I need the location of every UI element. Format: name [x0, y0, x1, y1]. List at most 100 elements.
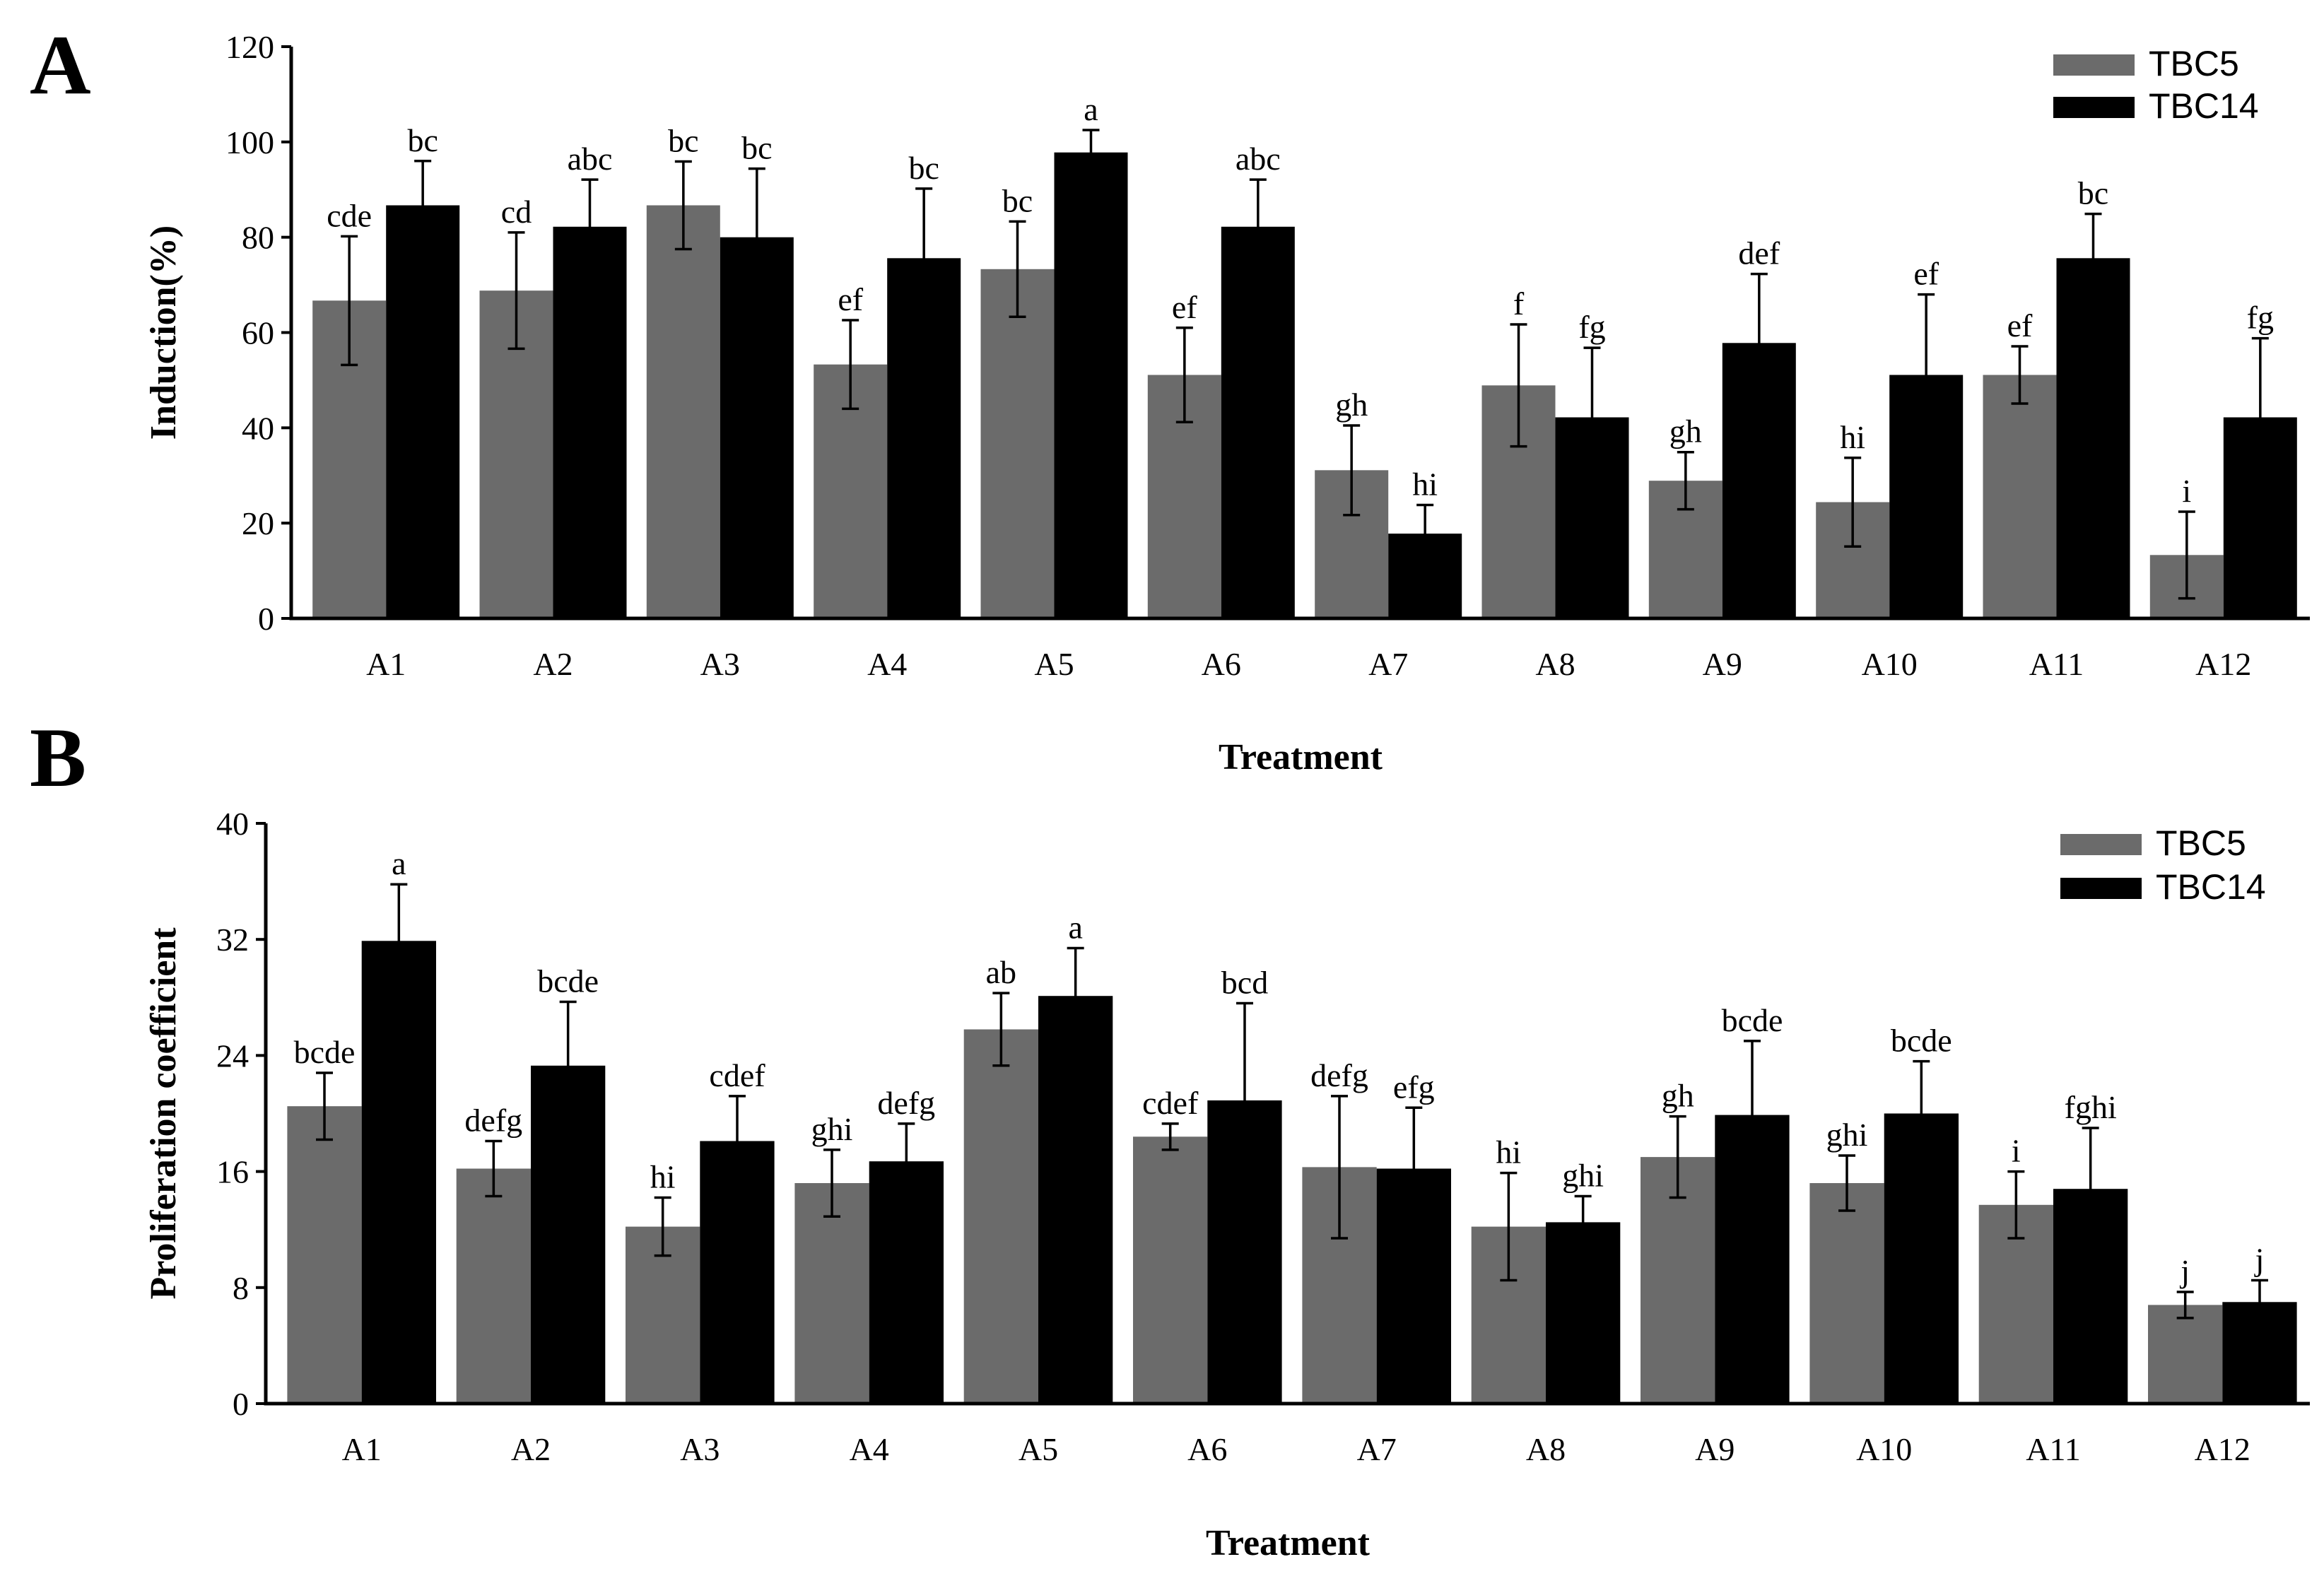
- error-bar-tbc14-a6: [1236, 1001, 1253, 1199]
- error-bar-tbc5-a11: [2011, 345, 2029, 405]
- x-tick-label: A2: [533, 646, 573, 682]
- significance-label: cd: [501, 194, 532, 230]
- y-tick-label: 40: [242, 410, 274, 446]
- error-bar-tbc14-a8: [1583, 346, 1601, 488]
- significance-label: bcde: [294, 1034, 356, 1070]
- x-tick-label: A11: [2029, 646, 2084, 682]
- x-tick-label: A1: [342, 1431, 382, 1467]
- significance-label: hi: [650, 1159, 676, 1195]
- significance-label: cdef: [709, 1057, 765, 1093]
- y-tick-label: 0: [258, 601, 274, 637]
- y-tick-label: 8: [233, 1270, 249, 1306]
- error-bar-tbc14-a9: [1750, 272, 1768, 413]
- error-bar-tbc5-a3: [674, 160, 692, 251]
- panel-b-bars: bcdeadefgbcdehicdefghidefgabacdefbcddefg…: [287, 845, 2297, 1404]
- significance-label: cde: [327, 197, 372, 233]
- error-bar-tbc5-a11: [2007, 1170, 2025, 1240]
- x-tick-label: A9: [1695, 1431, 1735, 1467]
- y-tick-label: 60: [242, 315, 274, 351]
- panel-b-chart: bcdeadefgbcdehicdefghidefgabacdefbcddefg…: [143, 806, 2310, 1563]
- significance-label: bcde: [537, 963, 599, 999]
- error-bar-tbc14-a7: [1405, 1106, 1423, 1231]
- significance-label: hi: [1496, 1134, 1521, 1170]
- x-tick-label: A8: [1526, 1431, 1566, 1467]
- significance-label: abc: [1236, 141, 1281, 177]
- significance-label: abc: [568, 141, 613, 177]
- x-tick-label: A1: [366, 646, 406, 682]
- legend-swatch-tbc14: [2053, 97, 2135, 118]
- bar-tbc14-a6: [1221, 226, 1295, 618]
- significance-label: a: [1068, 910, 1082, 946]
- panel-letter-b: B: [30, 710, 86, 804]
- error-bar-tbc5-a8: [1500, 1171, 1518, 1282]
- error-bar-tbc5-a1: [341, 235, 358, 367]
- error-bar-tbc5-a7: [1343, 424, 1361, 517]
- legend-label-tbc14: TBC14: [2149, 86, 2259, 126]
- x-tick-label: A4: [867, 646, 907, 682]
- y-tick-label: 16: [216, 1154, 249, 1190]
- x-tick-label: A2: [511, 1431, 551, 1467]
- significance-label: ab: [986, 954, 1016, 990]
- y-tick-label: 32: [216, 922, 249, 958]
- significance-label: hi: [1412, 466, 1438, 502]
- significance-label: i: [2182, 473, 2191, 509]
- significance-label: defg: [1310, 1057, 1368, 1093]
- bar-tbc5-a12: [2148, 1305, 2223, 1404]
- error-bar-tbc14-a12: [2251, 336, 2269, 498]
- error-bar-tbc14-a2: [559, 1000, 577, 1131]
- significance-label: gh: [1662, 1078, 1694, 1114]
- y-tick-label: 120: [225, 29, 274, 65]
- panel-a-xlabel: Treatment: [1219, 737, 1383, 777]
- significance-label: ef: [1172, 289, 1197, 325]
- legend-label-tbc5: TBC5: [2149, 44, 2239, 83]
- y-tick-label: 24: [216, 1038, 249, 1074]
- bar-tbc5-a10: [1809, 1183, 1884, 1404]
- significance-label: bcd: [1221, 965, 1268, 1001]
- significance-label: bc: [407, 122, 438, 158]
- error-bar-tbc14-a10: [1913, 1059, 1930, 1168]
- bar-tbc14-a4: [869, 1161, 944, 1404]
- significance-label: bc: [2078, 175, 2108, 211]
- bar-tbc14-a5: [1038, 996, 1113, 1404]
- bar-tbc5-a3: [646, 205, 720, 618]
- error-bar-tbc14-a11: [2082, 1127, 2099, 1252]
- x-tick-label: A3: [680, 1431, 720, 1467]
- significance-label: bc: [1002, 182, 1033, 218]
- error-bar-tbc14-a8: [1574, 1194, 1592, 1250]
- bar-tbc5-a11: [1983, 375, 2057, 618]
- significance-label: hi: [1840, 419, 1865, 455]
- x-tick-label: A4: [850, 1431, 889, 1467]
- x-tick-label: A5: [1034, 646, 1074, 682]
- significance-label: j: [2179, 1253, 2190, 1289]
- y-tick-label: 100: [225, 124, 274, 160]
- legend-swatch-tbc5: [2053, 54, 2135, 76]
- x-tick-label: A12: [2195, 646, 2251, 682]
- bar-tbc14-a11: [2056, 258, 2130, 618]
- significance-label: defg: [877, 1085, 935, 1121]
- x-tick-label: A9: [1703, 646, 1742, 682]
- x-tick-label: A11: [2026, 1431, 2081, 1467]
- error-bar-tbc14-a6: [1249, 178, 1267, 276]
- panel-b-axes: A1 A2 A3 A4 A5 A6 A7 A8 A9 A10 A11 A12 0 8 16 24 32 40: [216, 806, 2310, 1467]
- legend-swatch-tbc5: [2060, 834, 2142, 855]
- error-bar-tbc14-a10: [1918, 293, 1935, 457]
- error-bar-tbc5-a9: [1677, 450, 1694, 511]
- x-tick-label: A12: [2195, 1431, 2250, 1467]
- error-bar-tbc5-a5: [1009, 220, 1026, 319]
- error-bar-tbc5-a7: [1331, 1095, 1349, 1240]
- error-bar-tbc5-a2: [507, 231, 525, 351]
- x-tick-label: A6: [1202, 646, 1241, 682]
- error-bar-tbc5-a3: [654, 1196, 671, 1257]
- bar-tbc5-a5: [963, 1029, 1038, 1404]
- error-bar-tbc5-a1: [316, 1071, 334, 1141]
- error-bar-tbc14-a7: [1416, 503, 1434, 564]
- error-bar-tbc5-a12: [2178, 510, 2195, 600]
- significance-label: gh: [1335, 387, 1368, 423]
- significance-label: a: [1084, 91, 1098, 127]
- x-tick-label: A10: [1856, 1431, 1912, 1467]
- bar-tbc5-a2: [456, 1168, 531, 1404]
- error-bar-tbc5-a9: [1669, 1115, 1686, 1199]
